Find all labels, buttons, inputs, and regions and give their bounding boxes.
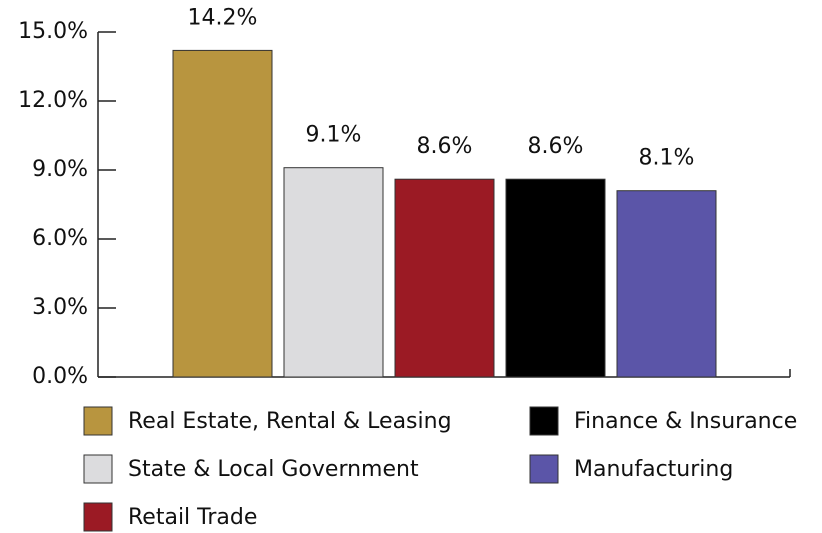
legend-swatch [83, 454, 113, 484]
legend-label: Retail Trade [128, 505, 257, 530]
y-tick-label: 9.0% [32, 157, 88, 182]
y-tick-label: 6.0% [32, 226, 88, 251]
value-label: 9.1% [306, 123, 362, 148]
y-tick-label: 0.0% [32, 364, 88, 389]
legend-swatch [529, 406, 559, 436]
y-tick-label: 12.0% [18, 88, 88, 113]
bar [394, 178, 495, 378]
legend-label: State & Local Government [128, 457, 419, 482]
legend-label: Manufacturing [574, 457, 733, 482]
bar [172, 49, 273, 378]
legend-label: Finance & Insurance [574, 409, 797, 434]
legend-swatch [83, 406, 113, 436]
value-label: 8.6% [528, 134, 584, 159]
value-label: 8.6% [417, 134, 473, 159]
value-label: 8.1% [639, 146, 695, 171]
y-tick-label: 3.0% [32, 295, 88, 320]
value-label: 14.2% [188, 5, 258, 30]
legend-swatch [83, 502, 113, 532]
bar [283, 167, 384, 378]
legend-swatch [529, 454, 559, 484]
bar [616, 190, 717, 378]
bar [505, 178, 606, 378]
legend-label: Real Estate, Rental & Leasing [128, 409, 452, 434]
y-tick-label: 15.0% [18, 19, 88, 44]
